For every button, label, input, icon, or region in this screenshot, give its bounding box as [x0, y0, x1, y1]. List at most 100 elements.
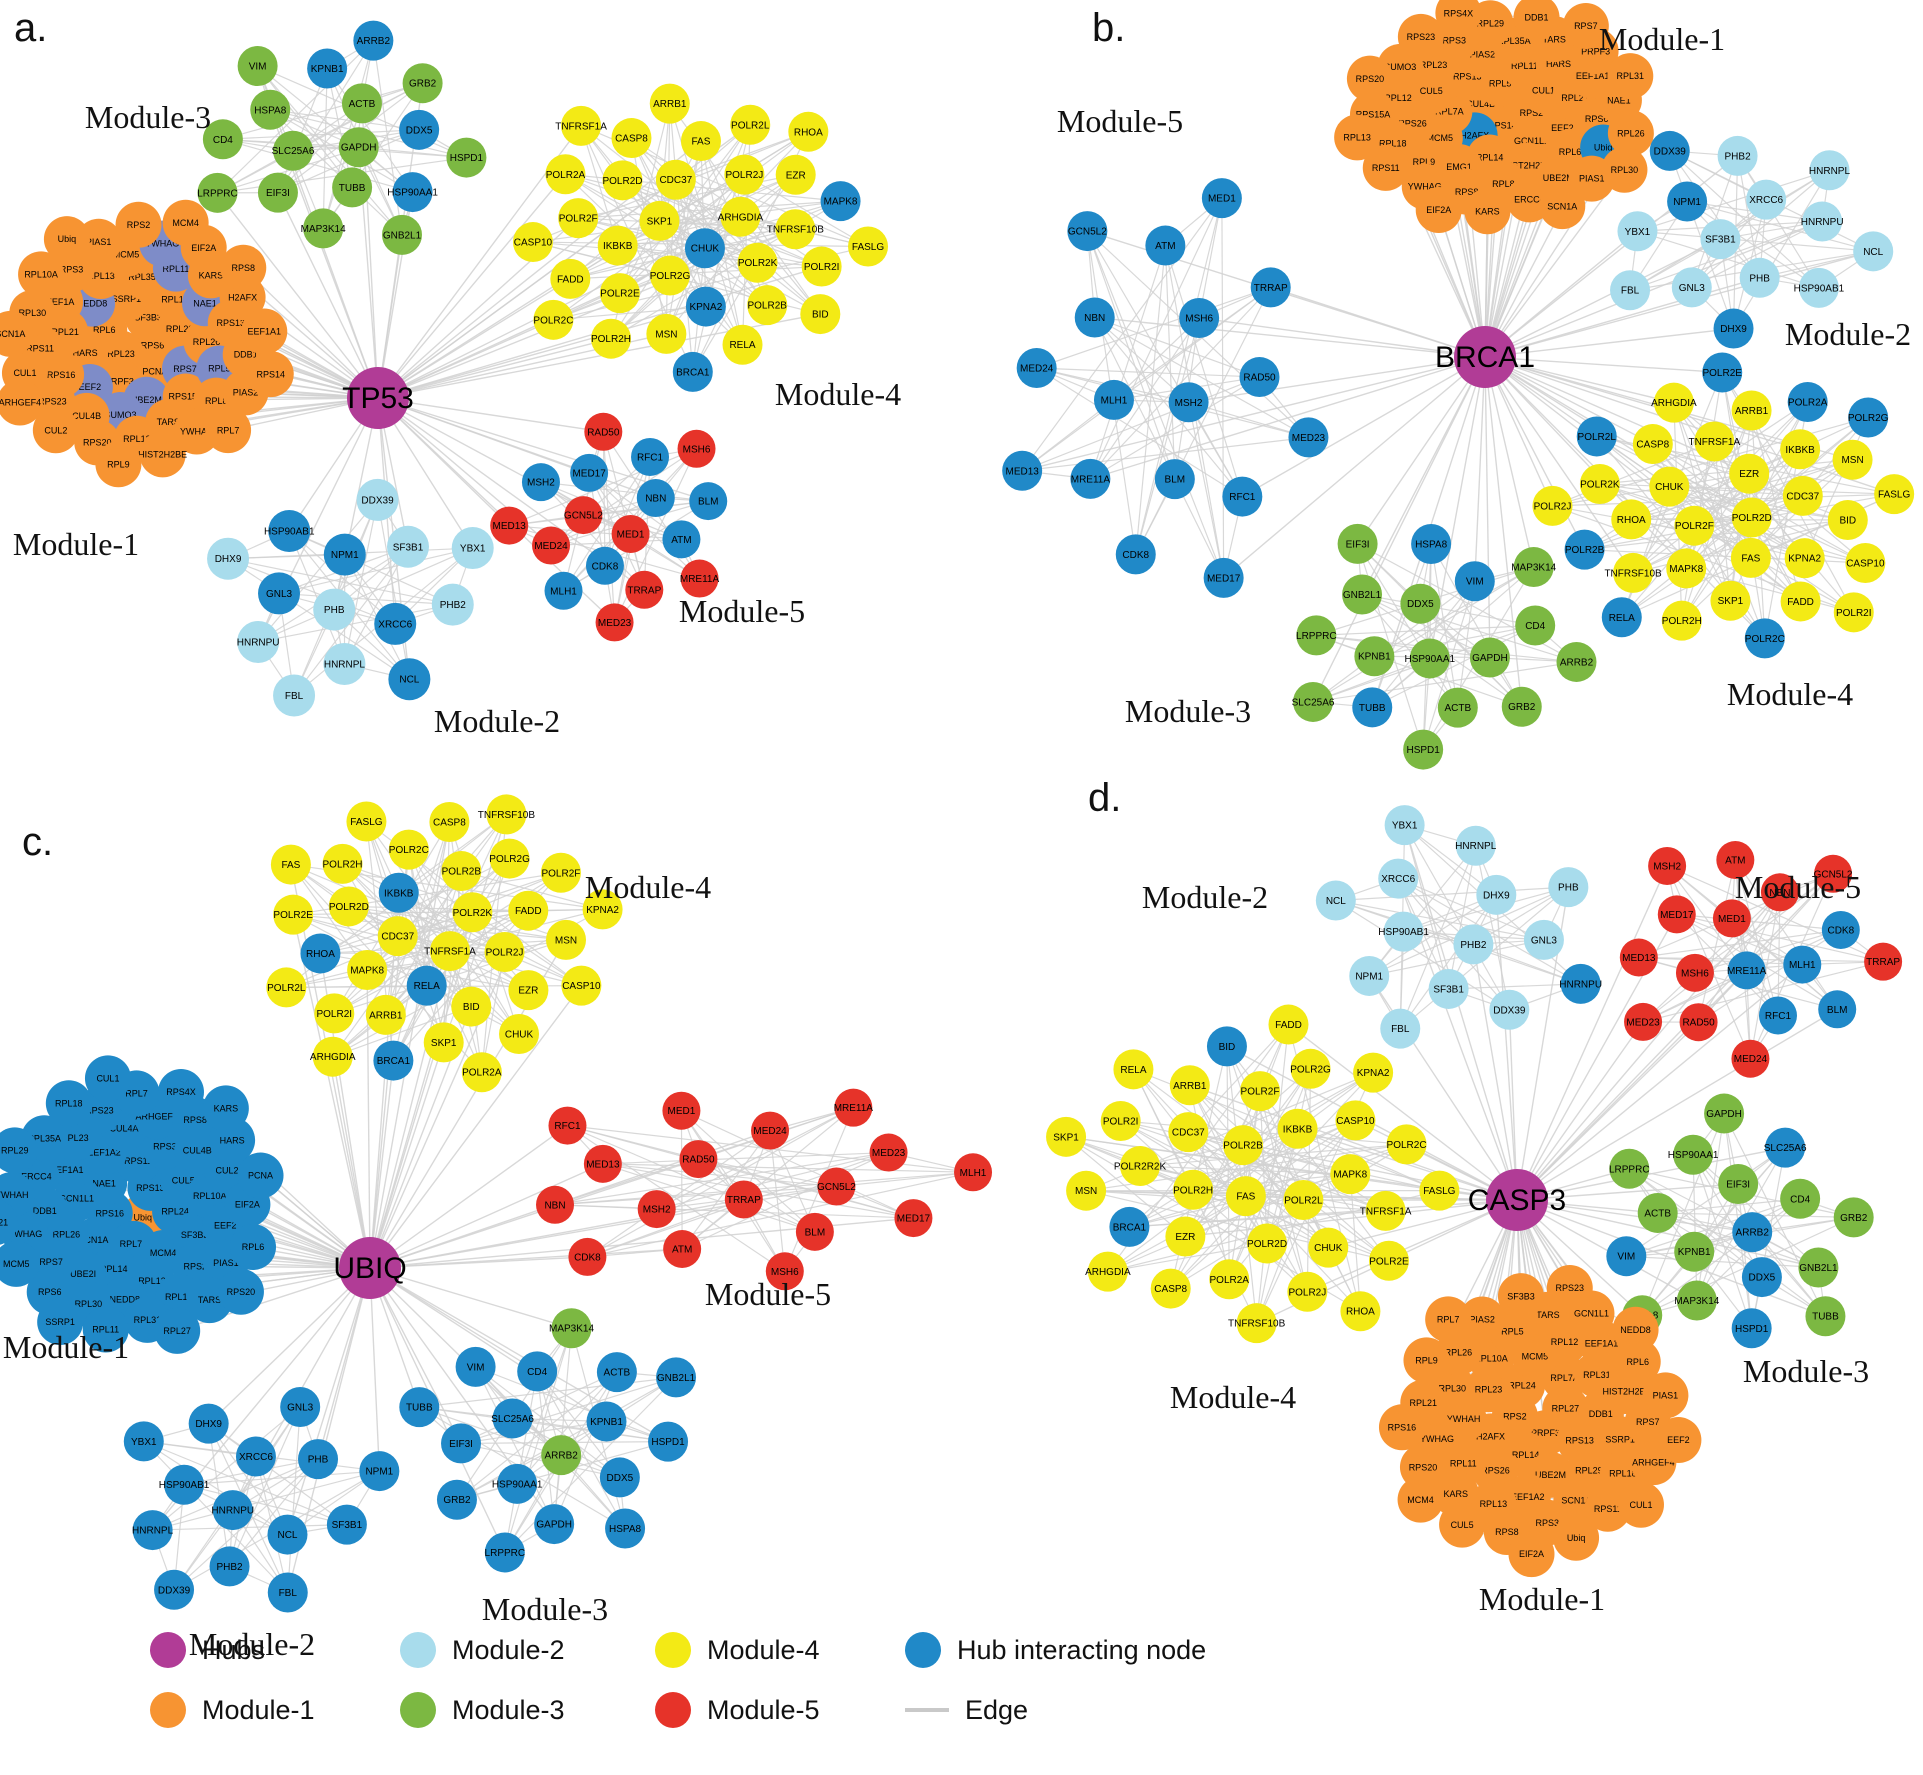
gene-node-label: GNL3 [287, 1402, 314, 1413]
hub-label: TP53 [342, 382, 414, 415]
gene-node-label: CD4 [213, 135, 233, 146]
gene-node [132, 1510, 173, 1551]
gene-node [1676, 1280, 1717, 1321]
gene-node-label: CUL4A [110, 1123, 139, 1133]
gene-node-label: GRB2 [1508, 702, 1536, 713]
gene-node-label: POLR2J [486, 947, 524, 958]
gene-node-label: SCN1A [1547, 201, 1577, 211]
gene-node [590, 318, 631, 359]
gene-node [1783, 945, 1822, 984]
gene-node [1704, 1093, 1745, 1134]
gene-node [1240, 1071, 1281, 1112]
gene-node-label: MED17 [897, 1214, 931, 1225]
gene-node [680, 121, 721, 162]
gene-node-label: POLR2G [489, 854, 530, 865]
gene-node-label: PRPF3 [1531, 1428, 1560, 1438]
gene-node [431, 583, 474, 626]
gene-node-label: MSH2 [527, 478, 555, 489]
gene-node-label: SSRP1 [1605, 1434, 1635, 1444]
gene-node-label: TNFRSF1A [424, 947, 476, 958]
gene-node-label: YWHAH [1447, 1414, 1481, 1424]
gene-node [724, 1180, 763, 1219]
gene-node [381, 214, 422, 255]
gene-node-label: FAS [1741, 553, 1760, 564]
gene-node-label: MED23 [872, 1148, 906, 1159]
gene-node-label: RPL35A [27, 1133, 61, 1143]
gene-node [1546, 1264, 1593, 1311]
gene-node [378, 872, 419, 913]
gene-node-label: RPL21 [0, 1217, 8, 1227]
gene-node [596, 1352, 637, 1393]
gene-node [139, 431, 186, 478]
gene-node [399, 1387, 440, 1428]
gene-node [1342, 574, 1383, 615]
gene-node-label: EIF3I [1346, 539, 1370, 550]
gene-node [1661, 600, 1702, 641]
gene-node-label: SKP1 [431, 1038, 457, 1049]
gene-node-label: UBE2M [131, 395, 162, 405]
gene-node [1513, 547, 1554, 588]
gene-node [0, 1200, 18, 1245]
gene-node-label: RHOA [1617, 515, 1646, 526]
c-module-2-cluster: HNRNPU XRCC6 NCL HSP90AB1 PHB PHB2 DHX9 SF3B1 HN… [123, 1386, 400, 1613]
gene-node [1731, 497, 1772, 538]
hub-node-TP53 [347, 367, 409, 429]
a-module-1-cluster: RPS6 RPL23 SF3B3 PCNA RPL6 RPL29 PRPF3 SSRP1 RPS… [0, 199, 294, 488]
gene-node [1716, 840, 1755, 879]
gene-node [446, 137, 487, 178]
gene-node [406, 965, 447, 1006]
d-module-1-cluster: PRPF3 RPS2 RPL27 RPL14 RPL24 RPS13 H2AFX RPL7A U… [1378, 1264, 1702, 1578]
gene-node-label: VIM [249, 62, 267, 73]
legend-label: Module-1 [202, 1694, 315, 1725]
gene-node-label: RPL14 [100, 1264, 128, 1274]
d-module-4-cluster: FAS POLR2B POLR2L POLR2H IKBKB POLR2D CDC37 MAP… [1046, 1004, 1460, 1344]
gene-node-label: GRB2 [1840, 1213, 1868, 1224]
gene-node-label: GNB2L1 [657, 1373, 696, 1384]
gene-node-label: MAPK8 [350, 965, 384, 976]
gene-node [486, 794, 527, 835]
gene-node [1334, 114, 1381, 161]
gene-node [1539, 183, 1586, 230]
gene-node-label: TUBB [406, 1403, 433, 1414]
gene-node-label: PHB2 [216, 1562, 243, 1573]
legend: Hubs Module-2 Module-4 Hub interacting n… [150, 1632, 1235, 1728]
gene-node-label: MSN [1841, 455, 1863, 466]
gene-node [451, 527, 494, 570]
gene-node-label: POLR2C [389, 845, 429, 856]
gene-node-label: ARHGEF4 [135, 1112, 178, 1122]
gene-node [1532, 485, 1573, 526]
gene-node-label: MSH6 [683, 444, 711, 455]
legend-label: Edge [965, 1694, 1029, 1725]
gene-node-label: POLR2A [546, 170, 586, 181]
gene-node [300, 933, 341, 974]
gene-node-label: RELA [414, 981, 440, 992]
gene-node [388, 658, 431, 701]
gene-node-label: MSH6 [771, 1267, 799, 1278]
gene-node-label: GAPDH [536, 1520, 572, 1531]
gene-node-label: Ubiq [1567, 1533, 1586, 1543]
gene-node [1340, 1291, 1381, 1332]
gene-node-label: NEDD8 [77, 299, 108, 309]
gene-node-label: SF3B3 [1507, 1291, 1535, 1301]
gene-node [1679, 1003, 1718, 1042]
gene-node [1296, 615, 1337, 656]
gene-node-label: TNFRSF1A [1688, 437, 1740, 448]
gene-node-label: KPNB1 [311, 64, 344, 75]
gene-node [765, 1252, 804, 1291]
gene-node-label: PHB [1749, 273, 1770, 284]
gene-node [0, 310, 34, 357]
gene-node-label: FBL [1621, 286, 1640, 297]
gene-node-label: GRB2 [409, 79, 437, 90]
gene-node-label: TNFRSF10B [767, 225, 825, 236]
gene-node [550, 258, 591, 299]
gene-node-label: EIF2A [1426, 205, 1451, 215]
gene-node [1760, 873, 1799, 912]
gene-node [332, 167, 373, 208]
gene-node [1730, 537, 1771, 578]
gene-node-label: MAP3K14 [1511, 563, 1556, 574]
gene-node-label: PHB2 [1725, 151, 1752, 162]
gene-node [1612, 1306, 1659, 1353]
gene-node [157, 1069, 204, 1116]
gene-node-label: RPL30 [75, 1299, 103, 1309]
gene-node-label: POLR2B [442, 867, 482, 878]
